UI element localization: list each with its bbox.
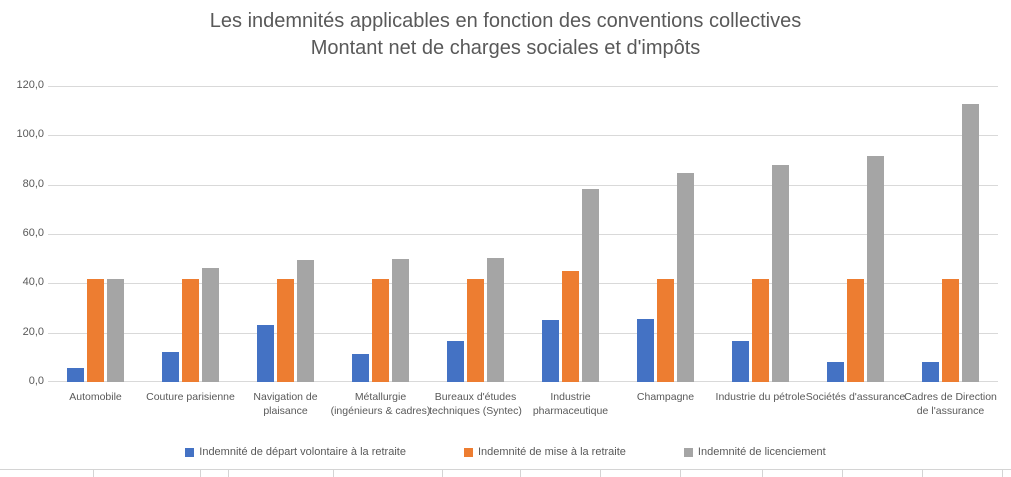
bar-series1-cat7[interactable] <box>637 319 654 382</box>
bar-series2-cat6[interactable] <box>562 271 579 382</box>
bar-series1-cat9[interactable] <box>827 361 844 382</box>
y-axis-tick-label: 40,0 <box>22 276 44 289</box>
bar-series2-cat7[interactable] <box>657 279 674 382</box>
legend-label: Indemnité de licenciement <box>697 446 826 458</box>
x-axis-category-label: Champagne <box>636 391 695 403</box>
bar-series3-cat10[interactable] <box>962 104 979 382</box>
x-axis-category-label: Industrie pharmaceutique <box>532 391 609 417</box>
gridline <box>48 332 998 334</box>
bar-series3-cat2[interactable] <box>202 268 219 382</box>
bar-series2-cat10[interactable] <box>942 279 959 382</box>
bar-series1-cat5[interactable] <box>447 340 464 382</box>
bar-series1-cat8[interactable] <box>732 341 749 382</box>
chart-title-line2: Montant net de charges sociales et d'imp… <box>310 37 701 59</box>
legend: Indemnité de départ volontaire à la retr… <box>0 443 1011 461</box>
bar-series3-cat9[interactable] <box>867 155 884 382</box>
x-axis-category-label: Navigation de plaisance <box>253 391 318 417</box>
gridline <box>48 86 998 87</box>
gridline <box>48 184 998 186</box>
bar-series3-cat8[interactable] <box>772 164 789 382</box>
x-axis-category-label: Cadres de Direction de l'assurance <box>904 391 997 417</box>
bar-series3-cat3[interactable] <box>297 259 314 382</box>
x-axis-category-label: Automobile <box>69 391 122 403</box>
worksheet-cell-border <box>442 470 443 477</box>
bar-series1-cat3[interactable] <box>257 324 274 382</box>
bar-series1-cat2[interactable] <box>162 352 179 382</box>
gridline <box>48 135 998 137</box>
bar-group <box>808 86 903 382</box>
bar-group <box>143 86 238 382</box>
gridline <box>48 234 998 235</box>
y-axis-tick-label: 120,0 <box>16 79 44 91</box>
legend-item[interactable]: Indemnité de départ volontaire à la retr… <box>185 446 406 458</box>
x-axis-category-label: Industrie du pétrole <box>715 391 806 403</box>
worksheet-cell-border <box>520 470 521 477</box>
bar-series2-cat5[interactable] <box>467 279 484 382</box>
gridline <box>48 283 998 285</box>
y-axis-tick-label: 20,0 <box>22 325 44 338</box>
worksheet-cell-border <box>200 470 201 477</box>
bar-series2-cat1[interactable] <box>87 279 104 382</box>
bar-series3-cat6[interactable] <box>582 189 599 382</box>
worksheet-cell-border <box>762 470 763 477</box>
x-axis-category-label: Métallurgie (ingénieurs & cadres) <box>330 391 431 417</box>
chart-title[interactable]: Les indemnités applicables en fonction d… <box>0 8 1011 62</box>
bar-series2-cat4[interactable] <box>372 279 389 382</box>
bar-series1-cat10[interactable] <box>922 361 939 382</box>
x-axis-category-label: Bureaux d'études techniques (Syntec) <box>429 391 522 417</box>
bar-group <box>48 86 143 382</box>
bar-group <box>713 86 808 382</box>
y-axis-tick-label: 0,0 <box>28 375 44 387</box>
x-axis-category-label: Couture parisienne <box>146 391 235 403</box>
bar-series2-cat3[interactable] <box>277 279 294 382</box>
worksheet-cell-border <box>600 470 601 477</box>
bar-series1-cat4[interactable] <box>352 354 369 382</box>
worksheet-row-border <box>0 469 1011 470</box>
bar-group <box>618 86 713 382</box>
y-axis-tick-label: 80,0 <box>22 177 44 190</box>
legend-item[interactable]: Indemnité de mise à la retraite <box>463 446 626 458</box>
gridline <box>48 381 998 382</box>
bar-group <box>523 86 618 382</box>
worksheet-cell-border <box>922 470 923 477</box>
bar-series3-cat4[interactable] <box>392 258 409 382</box>
y-axis-tick-label: 60,0 <box>22 227 44 239</box>
worksheet-cell-border <box>842 470 843 477</box>
legend-item[interactable]: Indemnité de licenciement <box>683 446 826 458</box>
worksheet-cell-border <box>1002 470 1003 477</box>
bar-group <box>903 86 998 382</box>
x-axis-category-label: Sociétés d'assurance <box>805 391 906 403</box>
chart-title-line1: Les indemnités applicables en fonction d… <box>209 10 802 32</box>
worksheet-cell-border <box>333 470 334 477</box>
plot-area <box>48 86 998 382</box>
bar-series3-cat5[interactable] <box>487 257 504 382</box>
legend-swatch-icon <box>463 447 473 457</box>
legend-swatch-icon <box>683 447 693 457</box>
bar-group <box>428 86 523 382</box>
bar-series1-cat1[interactable] <box>67 368 84 382</box>
bar-group <box>333 86 428 382</box>
bar-series3-cat1[interactable] <box>107 279 124 382</box>
bar-series2-cat9[interactable] <box>847 279 864 382</box>
bar-series2-cat2[interactable] <box>182 279 199 382</box>
y-axis-tick-label: 100,0 <box>16 128 44 141</box>
bar-series2-cat8[interactable] <box>752 279 769 382</box>
legend-label: Indemnité de départ volontaire à la retr… <box>199 446 406 458</box>
bar-series1-cat6[interactable] <box>542 320 559 382</box>
legend-label: Indemnité de mise à la retraite <box>477 446 626 458</box>
bar-group <box>238 86 333 382</box>
legend-swatch-icon <box>185 447 195 457</box>
worksheet-cell-border <box>228 470 229 477</box>
worksheet-cell-border <box>680 470 681 477</box>
worksheet-cell-border <box>93 470 94 477</box>
bar-series3-cat7[interactable] <box>677 172 694 382</box>
